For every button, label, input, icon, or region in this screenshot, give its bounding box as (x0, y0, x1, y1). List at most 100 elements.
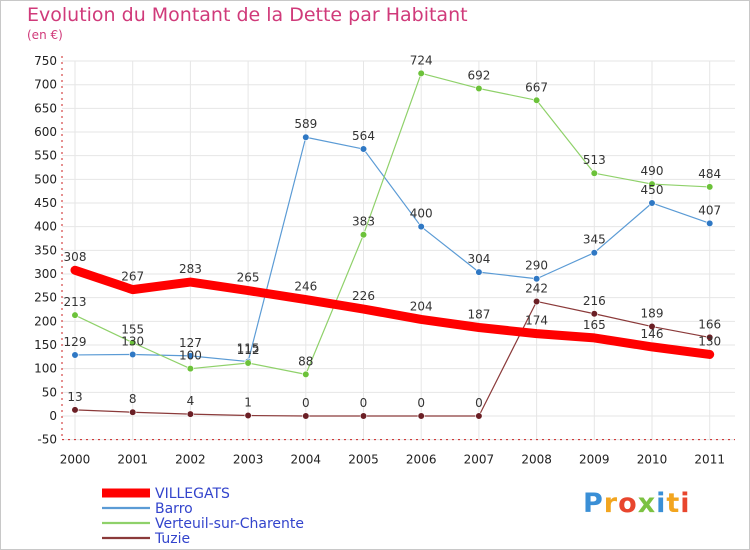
data-point (302, 133, 310, 141)
data-label: 724 (410, 53, 433, 67)
x-tick-label: 2001 (117, 453, 148, 467)
y-tick-label: 500 (34, 172, 57, 186)
data-label: 267 (121, 270, 144, 284)
data-point (590, 169, 598, 177)
data-point (532, 96, 541, 104)
data-label: 667 (525, 80, 548, 94)
y-tick-label: 700 (34, 78, 57, 92)
data-label: 4 (187, 394, 195, 408)
x-tick-label: 2008 (521, 453, 552, 467)
data-point (706, 219, 714, 227)
chart-subtitle: (en €) (27, 28, 63, 42)
data-label: 564 (352, 129, 375, 143)
legend-entry: VILLEGATS (155, 486, 230, 502)
data-point (244, 411, 252, 420)
legend-entry: Verteuil-sur-Charente (155, 516, 304, 532)
legend-entry: Tuzie (154, 531, 190, 547)
x-tick-label: 2000 (60, 453, 91, 467)
data-point (417, 412, 425, 420)
data-point (186, 410, 194, 418)
data-label: 130 (698, 334, 721, 348)
data-point (129, 408, 137, 416)
data-point (590, 249, 598, 257)
data-point (648, 322, 656, 331)
proxiti-logo: Proxiti (583, 488, 691, 519)
x-tick-label: 2007 (464, 453, 495, 467)
data-label: 484 (698, 167, 721, 181)
data-label: 383 (352, 215, 375, 229)
data-label: 112 (237, 343, 260, 357)
data-label: 308 (64, 250, 87, 264)
y-tick-label: 50 (42, 385, 57, 399)
series-line-tuzie (74, 300, 711, 417)
data-label: 174 (525, 314, 548, 328)
data-label: 0 (475, 396, 483, 410)
x-tick-label: 2003 (233, 453, 264, 467)
data-label: 400 (410, 207, 433, 221)
data-point (186, 352, 194, 360)
data-label: 127 (179, 336, 202, 350)
data-label: 146 (641, 327, 664, 341)
data-point (186, 365, 194, 373)
x-tick-label: 2011 (694, 453, 725, 467)
data-label: 246 (294, 280, 317, 294)
data-label: 155 (121, 323, 144, 337)
data-label: 8 (129, 392, 137, 406)
data-point (71, 406, 79, 414)
y-tick-label: 550 (34, 149, 57, 163)
data-label: 187 (467, 307, 490, 321)
data-label: 165 (583, 318, 606, 332)
x-tick-label: 2010 (637, 453, 668, 467)
y-tick-label: -50 (37, 433, 57, 447)
data-label: 100 (179, 349, 202, 363)
data-point (359, 412, 368, 420)
y-tick-label: 650 (34, 101, 57, 115)
data-label: 290 (525, 259, 548, 273)
data-label: 513 (583, 153, 606, 167)
y-tick-label: 400 (34, 220, 57, 234)
series-line-villegats (70, 265, 715, 359)
data-label: 0 (417, 396, 425, 410)
data-label: 213 (64, 295, 87, 309)
data-point (475, 268, 483, 276)
data-label: 216 (583, 294, 606, 308)
data-label: 304 (467, 252, 490, 266)
data-label: 692 (467, 68, 490, 82)
data-point (71, 351, 79, 359)
y-tick-label: 200 (34, 314, 57, 328)
data-label: 0 (302, 396, 310, 410)
data-point (706, 183, 714, 191)
x-tick-label: 2002 (175, 453, 206, 467)
data-point (302, 370, 310, 378)
x-tick-label: 2009 (579, 453, 610, 467)
data-label: 265 (237, 271, 260, 285)
data-point (359, 231, 368, 239)
chart-title: Evolution du Montant de la Dette par Hab… (27, 4, 468, 26)
data-label: 130 (121, 334, 144, 348)
data-point (71, 311, 79, 319)
data-label: 450 (641, 183, 664, 197)
x-tick-label: 2005 (348, 453, 379, 467)
data-label: 242 (525, 281, 548, 295)
y-tick-label: 0 (49, 409, 57, 423)
data-point (129, 350, 137, 359)
x-tick-label: 2004 (291, 453, 322, 467)
data-point (359, 145, 368, 153)
data-point (532, 297, 541, 306)
data-label: 589 (294, 117, 317, 131)
data-point (590, 310, 598, 318)
data-point (532, 275, 541, 283)
data-label: 283 (179, 262, 202, 276)
data-label: 13 (67, 390, 82, 404)
legend-entry: Barro (155, 501, 193, 517)
y-tick-label: 100 (34, 362, 57, 376)
data-label: 204 (410, 299, 433, 313)
y-tick-label: 750 (34, 54, 57, 68)
data-label: 166 (698, 317, 721, 331)
data-point (706, 333, 714, 342)
data-point (475, 412, 483, 420)
data-label: 226 (352, 289, 375, 303)
series-line-barro (74, 136, 711, 363)
x-tick-label: 2006 (406, 453, 437, 467)
